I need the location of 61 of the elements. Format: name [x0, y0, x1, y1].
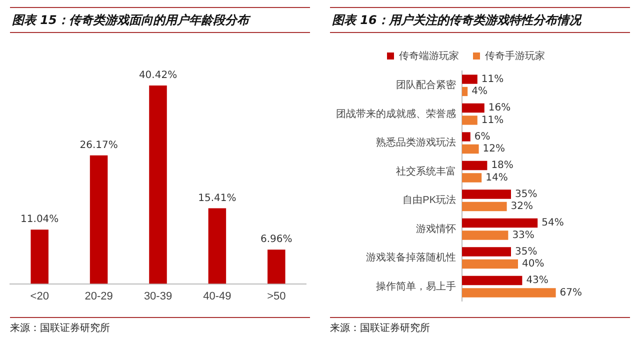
bar — [462, 190, 511, 199]
data-label: 67% — [560, 287, 582, 298]
bar — [462, 116, 478, 125]
source-note: 来源：国联证券研究所 — [10, 317, 310, 335]
bar — [462, 86, 468, 96]
bar — [462, 288, 556, 298]
bar — [462, 144, 479, 154]
y-tick-label: 游戏情怀 — [416, 222, 456, 235]
x-tick-label: 20-29 — [84, 290, 113, 302]
chart-title: 图表 15：传奇类游戏面向的用户年龄段分布 — [10, 7, 310, 33]
data-label: 43% — [526, 275, 548, 286]
bar — [462, 103, 484, 113]
bar — [462, 247, 511, 256]
y-tick-label: 熟悉品类游戏玩法 — [376, 136, 456, 149]
data-label: 11% — [481, 114, 504, 126]
bar — [208, 208, 226, 284]
x-tick-label: 40-49 — [203, 290, 232, 302]
y-tick-label: 团战带来的成就感、荣誉感 — [336, 108, 456, 120]
y-tick-label: 自由PK玩法 — [402, 194, 456, 206]
y-tick-label: 操作简单，易上手 — [376, 280, 456, 292]
bar — [90, 155, 108, 284]
bar — [149, 85, 167, 284]
x-tick-label: >50 — [267, 290, 286, 302]
bar — [462, 173, 482, 182]
data-label: 16% — [488, 102, 511, 114]
data-label: 12% — [482, 144, 506, 155]
bar — [462, 160, 488, 170]
y-tick-label: 社交系统丰富 — [396, 165, 456, 178]
data-label: 6.96% — [260, 234, 292, 246]
data-label: 11% — [481, 74, 504, 85]
bar — [30, 230, 48, 284]
bar — [462, 218, 538, 228]
bar — [462, 74, 478, 84]
legend-label: 传奇端游玩家 — [399, 50, 459, 62]
data-label: 54% — [542, 218, 564, 229]
x-tick-label: 30-39 — [144, 290, 172, 302]
bar — [462, 202, 507, 212]
data-label: 40.42% — [138, 70, 178, 82]
y-tick-label: 团队配合紧密 — [396, 79, 456, 92]
x-tick-label: <20 — [30, 290, 49, 302]
data-label: 32% — [510, 201, 534, 212]
bar — [462, 259, 518, 269]
legend-label: 传奇手游玩家 — [485, 50, 545, 62]
bar — [462, 276, 522, 286]
data-label: 33% — [512, 230, 534, 241]
data-label: 18% — [491, 160, 514, 172]
data-label: 15.41% — [198, 192, 236, 204]
chart-title: 图表 16：用户关注的传奇类游戏特性分布情况 — [330, 7, 630, 33]
bar — [462, 230, 508, 240]
bar — [462, 132, 470, 142]
data-label: 35% — [515, 188, 538, 200]
y-tick-label: 游戏装备掉落随机性 — [366, 252, 456, 264]
data-label: 11.04% — [20, 214, 59, 226]
data-label: 26.17% — [80, 140, 118, 151]
data-label: 14% — [486, 172, 508, 184]
data-label: 6% — [474, 131, 490, 142]
source-note: 来源：国联证券研究所 — [330, 317, 630, 335]
data-label: 35% — [515, 246, 538, 258]
data-label: 40% — [522, 258, 544, 270]
data-label: 4% — [472, 86, 488, 98]
bar — [268, 250, 286, 284]
